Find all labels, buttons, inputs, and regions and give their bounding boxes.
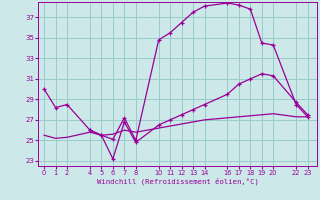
X-axis label: Windchill (Refroidissement éolien,°C): Windchill (Refroidissement éolien,°C) xyxy=(97,178,259,185)
